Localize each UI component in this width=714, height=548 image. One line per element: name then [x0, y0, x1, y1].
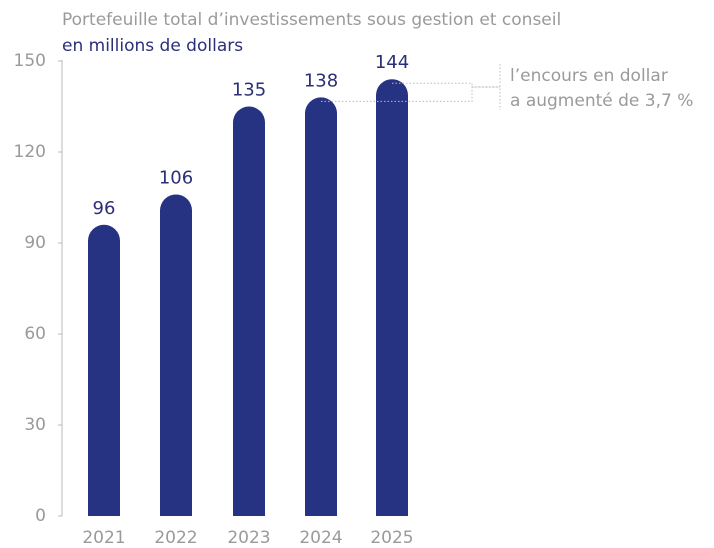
y-tick-label: 120	[14, 142, 46, 162]
value-label: 138	[304, 70, 338, 91]
y-tick-label: 90	[24, 233, 46, 253]
bar	[305, 97, 337, 517]
bar	[88, 224, 120, 517]
x-tick-label: 2025	[370, 528, 413, 548]
bar	[233, 106, 265, 516]
x-tick-label: 2024	[299, 528, 342, 548]
y-tick-label: 60	[24, 324, 46, 344]
y-tick-label: 30	[24, 415, 46, 435]
value-label: 96	[93, 198, 116, 219]
chart-title: Portefeuille total d’investissements sou…	[62, 10, 561, 30]
x-tick-label: 2021	[82, 528, 125, 548]
value-label: 144	[375, 52, 409, 73]
bar	[376, 79, 408, 516]
annotation: a augmenté de 3,7 %	[510, 91, 693, 111]
x-tick-label: 2023	[227, 528, 270, 548]
annotation-line	[392, 82, 500, 88]
x-tick-label: 2022	[154, 528, 197, 548]
value-label: 106	[159, 167, 193, 188]
y-tick-label: 0	[35, 506, 46, 526]
annotation-line	[321, 86, 500, 102]
annotation: l’encours en dollar	[510, 66, 668, 86]
y-tick-label: 150	[14, 51, 46, 71]
value-label: 135	[232, 80, 266, 101]
chart-subtitle: en millions de dollars	[62, 36, 243, 56]
bar	[160, 194, 192, 516]
